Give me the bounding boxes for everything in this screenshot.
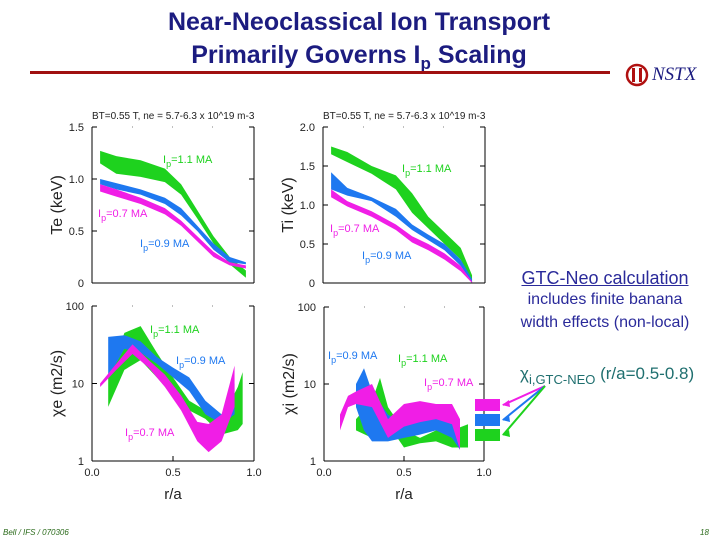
- series-label: Ip=1.1 MA: [163, 154, 213, 169]
- chart-header: BT=0.55 T, ne = 5.7-6.3 x 10^19 m-3: [323, 111, 486, 122]
- y-tick-label: 0.5: [69, 226, 84, 238]
- x-tick-label: 0.0: [316, 467, 331, 479]
- title-line-1: Near-Neoclassical Ion Transport: [167, 8, 551, 36]
- series-label: Ip=0.7 MA: [125, 427, 175, 442]
- series-label: Ip=0.9 MA: [328, 350, 378, 365]
- title-text: Primarily Governs I: [191, 41, 421, 69]
- gtc-arrow: [502, 385, 546, 406]
- footer-left: Bell / IFS / 070306: [3, 528, 69, 537]
- y-tick-label: 100: [298, 302, 316, 314]
- y-tick-label: 1.0: [300, 200, 315, 212]
- series-label: Ip=1.1 MA: [398, 353, 448, 368]
- gtc-box-09: [475, 414, 500, 426]
- series-label: Ip=1.1 MA: [402, 163, 452, 178]
- y-tick-label: 100: [66, 301, 84, 313]
- y-tick-label: 10: [72, 379, 84, 391]
- y-tick-label: 0: [309, 278, 315, 290]
- band-07: [100, 344, 235, 453]
- gtc-box-07: [475, 399, 500, 411]
- gtc-box-11: [475, 429, 500, 441]
- x-tick-label: 1.0: [476, 467, 491, 479]
- y-tick-label: 1: [78, 456, 84, 468]
- x-axis-label: r/a: [164, 486, 182, 503]
- chart-te: Ip=1.1 MA Ip=0.9 MA Ip=0.7 MA 0 0.5 1.0 1.5 Te …: [49, 111, 255, 290]
- arrow-head-icon: [502, 415, 510, 422]
- page-number: 18: [700, 528, 709, 537]
- y-axis-label: Te (keV): [49, 175, 66, 235]
- chi-gtc-neo-label: χi,GTC-NEO (r/a=0.5-0.8): [520, 364, 694, 387]
- y-tick-label: 2.0: [300, 122, 315, 134]
- series-label: Ip=1.1 MA: [150, 324, 200, 339]
- chart-ti: Ip=1.1 MA Ip=0.9 MA Ip=0.7 MA 0 0.5 1.0 1.5 2.0…: [280, 111, 486, 290]
- arrow-head-icon: [502, 430, 510, 437]
- title-text-end: Scaling: [430, 41, 527, 69]
- band-07: [100, 184, 246, 269]
- logo-text: NSTX: [652, 64, 697, 85]
- chart-chii: Ip=1.1 MA Ip=0.9 MA Ip=0.7 MA 1 10 100 0.0 0.5 1…: [281, 302, 492, 503]
- band-09: [100, 179, 246, 265]
- y-tick-label: 0.5: [300, 239, 315, 251]
- series-label: Ip=0.7 MA: [330, 223, 380, 238]
- y-axis-label: Ti (keV): [280, 177, 297, 232]
- title-subscript: p: [420, 54, 431, 73]
- series-label: Ip=0.9 MA: [176, 355, 226, 370]
- title-rule: [30, 71, 610, 74]
- band-07: [340, 384, 460, 450]
- chart-chie: Ip=1.1 MA Ip=0.9 MA Ip=0.7 MA 1 10 100 0.0 0.5 1…: [49, 301, 262, 503]
- arrow-head-icon: [502, 400, 510, 407]
- x-tick-label: 0.5: [165, 467, 180, 479]
- gtc-arrow: [502, 385, 546, 421]
- x-axis-label: r/a: [395, 486, 413, 503]
- series-label: Ip=0.9 MA: [140, 238, 190, 253]
- chi-range: (r/a=0.5-0.8): [595, 364, 695, 383]
- y-tick-label: 10: [304, 379, 316, 391]
- band-11: [331, 146, 473, 283]
- series-label: Ip=0.9 MA: [362, 250, 412, 265]
- title-line-2: Primarily Governs Ip Scaling: [0, 40, 718, 79]
- y-axis-label: χi (m2/s): [281, 353, 298, 415]
- gtc-arrow: [502, 385, 546, 436]
- series-label: Ip=0.7 MA: [424, 377, 474, 392]
- y-tick-label: 1.5: [69, 122, 84, 134]
- y-tick-label: 1: [310, 456, 316, 468]
- band-11: [356, 377, 468, 448]
- chi-symbol: χ: [520, 364, 529, 383]
- nstx-logo-icon: [625, 63, 649, 87]
- y-tick-label: 1.5: [300, 161, 315, 173]
- y-tick-label: 0: [78, 278, 84, 290]
- gtc-note-line-2: width effects (non-local): [520, 314, 690, 331]
- x-tick-label: 0.0: [84, 467, 99, 479]
- band-07: [331, 189, 473, 283]
- band-09: [356, 368, 460, 450]
- gtc-note-line-1: includes finite banana: [527, 291, 683, 308]
- chart-header: BT=0.55 T, ne = 5.7-6.3 x 10^19 m-3: [92, 111, 255, 122]
- series-label: Ip=0.7 MA: [98, 208, 148, 223]
- chi-subscript: i,GTC-NEO: [528, 372, 596, 387]
- x-tick-label: 1.0: [246, 467, 261, 479]
- band-09: [108, 335, 235, 425]
- y-tick-label: 1.0: [69, 174, 84, 186]
- gtc-neo-heading: GTC-Neo calculation: [521, 268, 689, 288]
- x-tick-label: 0.5: [396, 467, 411, 479]
- y-axis-label: χe (m2/s): [49, 350, 66, 417]
